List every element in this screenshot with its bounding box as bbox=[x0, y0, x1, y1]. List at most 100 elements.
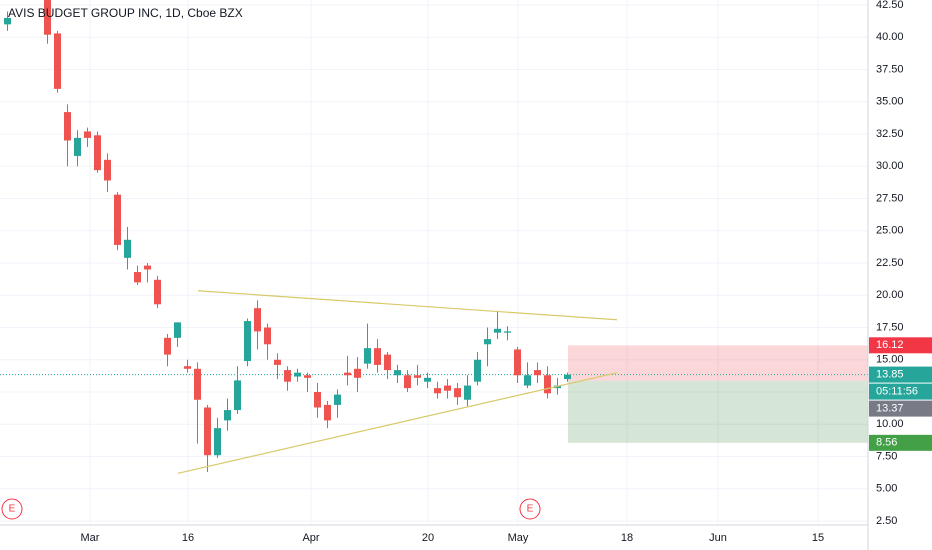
candle-body bbox=[4, 17, 11, 25]
candle-body bbox=[454, 388, 461, 398]
candle-body bbox=[464, 385, 471, 400]
candle-body bbox=[504, 331, 511, 333]
candle-body bbox=[234, 380, 241, 411]
x-tick-label: 16 bbox=[182, 532, 194, 544]
earnings-label: E bbox=[9, 504, 16, 515]
candle-body bbox=[254, 308, 261, 332]
last-price-label-bg bbox=[869, 366, 932, 383]
candle-body bbox=[364, 348, 371, 364]
candle-body bbox=[434, 388, 441, 394]
x-tick-label: 20 bbox=[422, 532, 434, 544]
last-price-label: 13.85 bbox=[876, 369, 904, 381]
earnings-marker bbox=[519, 498, 541, 520]
candle-body bbox=[244, 321, 251, 362]
trendline bbox=[197, 290, 618, 321]
candle-body bbox=[104, 159, 111, 181]
candle-body bbox=[84, 131, 91, 138]
candle-body bbox=[224, 410, 231, 421]
trendline bbox=[177, 372, 618, 474]
x-tick-label: 18 bbox=[621, 532, 633, 544]
y-tick-label: 42.50 bbox=[876, 0, 904, 11]
grid bbox=[0, 0, 868, 525]
candle-body bbox=[384, 354, 391, 371]
candle-body bbox=[374, 348, 381, 365]
y-tick-label: 37.50 bbox=[876, 63, 904, 75]
candle-body bbox=[344, 372, 351, 376]
candle-body bbox=[484, 339, 491, 345]
axes: 2.505.007.5010.0012.5015.0017.5020.0022.… bbox=[81, 0, 932, 544]
stop-price-label-bg bbox=[869, 337, 932, 354]
candle-body bbox=[544, 375, 551, 394]
candle-body bbox=[64, 112, 71, 141]
candle-body bbox=[204, 407, 211, 456]
candle-body bbox=[134, 272, 141, 283]
y-tick-label: 35.00 bbox=[876, 96, 904, 108]
candle-body bbox=[124, 239, 131, 258]
candle-body bbox=[54, 33, 61, 89]
candle-body bbox=[154, 279, 161, 305]
y-tick-label: 25.00 bbox=[876, 225, 904, 237]
candle-body bbox=[474, 359, 481, 382]
candle-body bbox=[114, 194, 121, 245]
earnings-marker bbox=[1, 498, 23, 520]
candle-body bbox=[514, 349, 521, 376]
earnings-label: E bbox=[527, 504, 534, 515]
y-tick-label: 2.50 bbox=[876, 515, 897, 527]
target-zone bbox=[568, 380, 868, 443]
candle-body bbox=[394, 370, 401, 376]
y-tick-label: 32.50 bbox=[876, 128, 904, 140]
candle-body bbox=[404, 375, 411, 389]
candle-body bbox=[194, 368, 201, 400]
candle-body bbox=[294, 372, 301, 377]
candle-body bbox=[94, 135, 101, 171]
y-tick-label: 7.50 bbox=[876, 450, 897, 462]
y-tick-label: 10.00 bbox=[876, 418, 904, 430]
target-price-label-bg bbox=[869, 434, 932, 451]
candle-body bbox=[324, 404, 331, 421]
countdown-bg bbox=[869, 383, 932, 400]
y-tick-label: 22.50 bbox=[876, 257, 904, 269]
chart-title: AVIS BUDGET GROUP INC, 1D, Cboe BZX bbox=[8, 6, 243, 20]
x-tick-label: May bbox=[508, 532, 529, 544]
x-tick-label: 15 bbox=[812, 532, 824, 544]
candle-body bbox=[444, 385, 451, 391]
y-tick-label: 27.50 bbox=[876, 192, 904, 204]
candle-body bbox=[304, 375, 311, 378]
candle-body bbox=[524, 375, 531, 386]
x-tick-label: Jun bbox=[709, 532, 727, 544]
x-tick-label: Mar bbox=[81, 532, 100, 544]
entry-price-label: 13.37 bbox=[876, 403, 904, 415]
x-tick-label: Apr bbox=[302, 532, 319, 544]
candle-body bbox=[274, 359, 281, 365]
candle-body bbox=[214, 428, 221, 456]
y-tick-label: 5.00 bbox=[876, 483, 897, 495]
candle-body bbox=[184, 366, 191, 369]
candle-body bbox=[264, 327, 271, 345]
candle-body bbox=[284, 370, 291, 382]
candle-body bbox=[164, 337, 171, 355]
y-tick-label: 20.00 bbox=[876, 289, 904, 301]
candle-body bbox=[44, 0, 51, 35]
candle-body bbox=[494, 328, 501, 333]
target-price-label: 8.56 bbox=[876, 437, 897, 449]
y-tick-label: 40.00 bbox=[876, 31, 904, 43]
candle-body bbox=[354, 368, 361, 378]
stop-zone bbox=[568, 345, 868, 381]
candle-body bbox=[314, 392, 321, 408]
countdown-label: 05:11:56 bbox=[876, 386, 918, 398]
entry-price-label-bg bbox=[869, 400, 932, 417]
y-tick-label: 17.50 bbox=[876, 321, 904, 333]
candle-body bbox=[414, 375, 421, 378]
candle-body bbox=[174, 322, 181, 338]
stop-price-label: 16.12 bbox=[876, 339, 904, 351]
candle-body bbox=[144, 265, 151, 270]
candle-body bbox=[74, 137, 81, 156]
y-tick-label: 30.00 bbox=[876, 160, 904, 172]
candle-body bbox=[424, 377, 431, 382]
candle-body bbox=[534, 370, 541, 376]
candle-body bbox=[334, 394, 341, 405]
candle-body bbox=[564, 374, 571, 380]
